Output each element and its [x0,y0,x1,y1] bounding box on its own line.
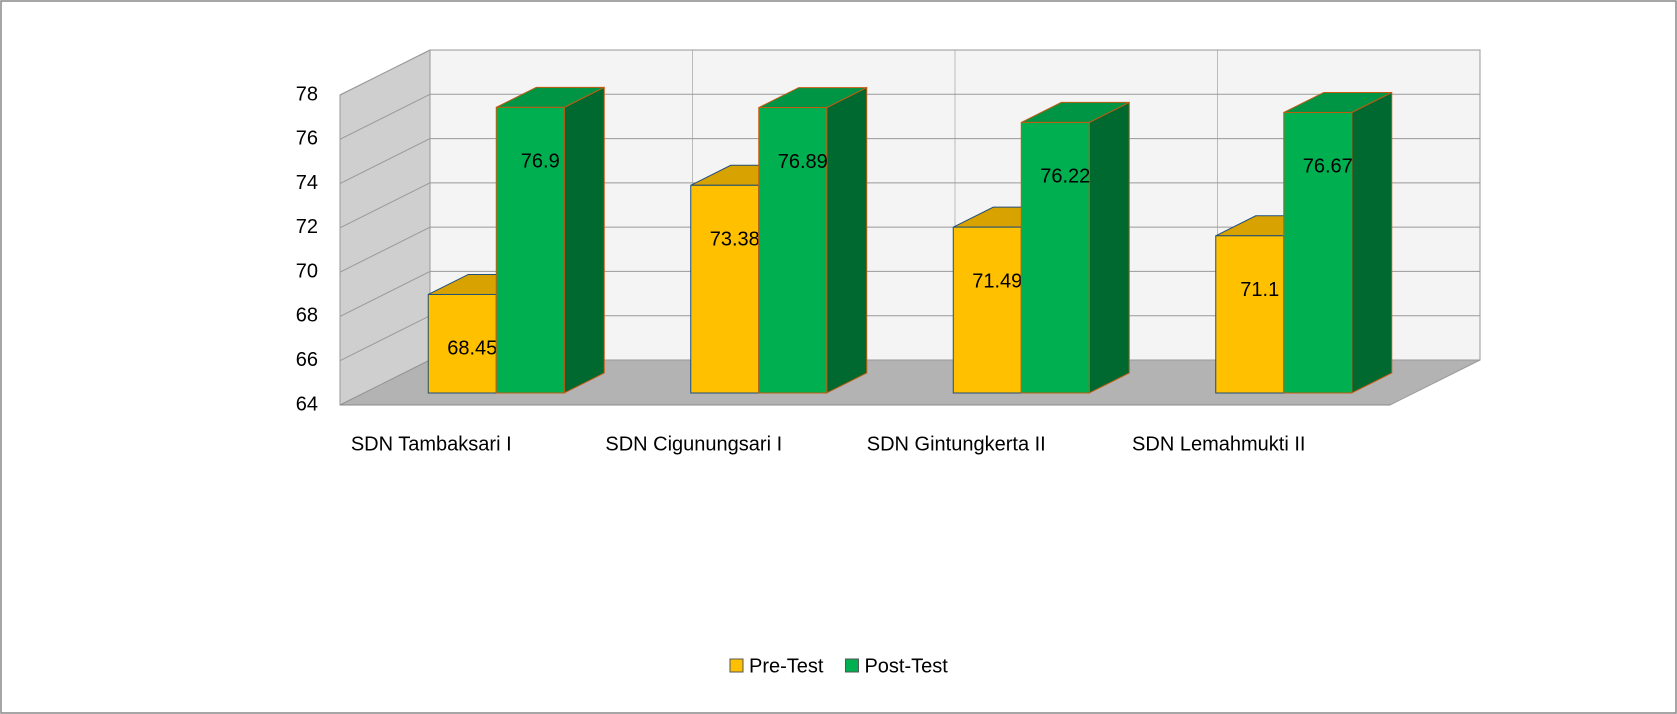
x-tick-label: SDN Lemahmukti II [1132,433,1305,455]
bar-side [1088,101,1130,394]
side-grid-line [339,138,431,185]
side-wall [339,49,431,406]
legend-label: Post-Test [864,655,948,677]
side-grid-line [339,93,431,140]
data-label: 76.67 [1303,156,1353,178]
y-tick-label: 76 [296,128,318,150]
bar [952,226,1022,394]
x-tick-label: SDN Gintungkerta II [867,433,1046,455]
bar [1215,235,1285,394]
bar-side [563,86,605,394]
y-tick-label: 78 [296,83,318,105]
legend-label: Pre-Test [749,655,824,677]
y-tick-label: 66 [296,349,318,371]
data-label: 73.38 [710,229,760,251]
legend-swatch [729,658,744,673]
data-label: 71.49 [972,270,1022,292]
y-tick-label: 68 [296,305,318,327]
data-label: 71.1 [1240,279,1279,301]
bar-side [1351,91,1393,394]
data-label: 68.45 [447,338,497,360]
bar [690,184,760,394]
x-tick-label: SDN Tambaksari I [351,433,512,455]
bar [1020,121,1090,394]
x-tick-label: SDN Cigunungsari I [605,433,782,455]
side-grid-line [339,270,431,317]
bar-side [826,86,868,394]
bar [495,106,565,394]
y-tick-label: 64 [296,393,318,415]
side-grid-line [339,182,431,229]
y-tick-label: 72 [296,216,318,238]
bar [758,107,828,394]
side-grid-line [339,226,431,273]
legend-swatch [844,658,859,673]
side-grid-line [339,315,431,362]
y-tick-label: 70 [296,260,318,282]
side-grid-line [339,359,431,406]
data-label: 76.89 [778,151,828,173]
bar [1283,111,1353,394]
data-label: 76.22 [1040,166,1090,188]
y-tick-label: 74 [296,172,318,194]
side-grid-line [339,49,431,96]
data-label: 76.9 [521,151,560,173]
